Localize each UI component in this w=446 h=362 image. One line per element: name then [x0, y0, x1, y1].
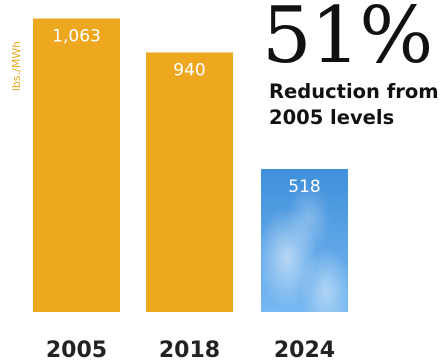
bar-value-label-2018: 940: [173, 60, 205, 80]
category-label-2018: 2018: [159, 338, 220, 362]
bar-value-label-2024: 518: [288, 177, 320, 197]
category-label-2024: 2024: [274, 338, 335, 362]
category-label-2005: 2005: [46, 338, 107, 362]
bar-2018: [146, 52, 233, 313]
reduction-caption: Reduction from 2005 levels: [269, 80, 439, 129]
bar-cloud-texture: [261, 168, 348, 312]
reduction-percent: 51%: [262, 0, 433, 81]
y-axis-label: lbs./MWh: [10, 40, 23, 92]
bar-2005: [33, 18, 120, 312]
bar-value-label-2005: 1,063: [52, 26, 101, 46]
